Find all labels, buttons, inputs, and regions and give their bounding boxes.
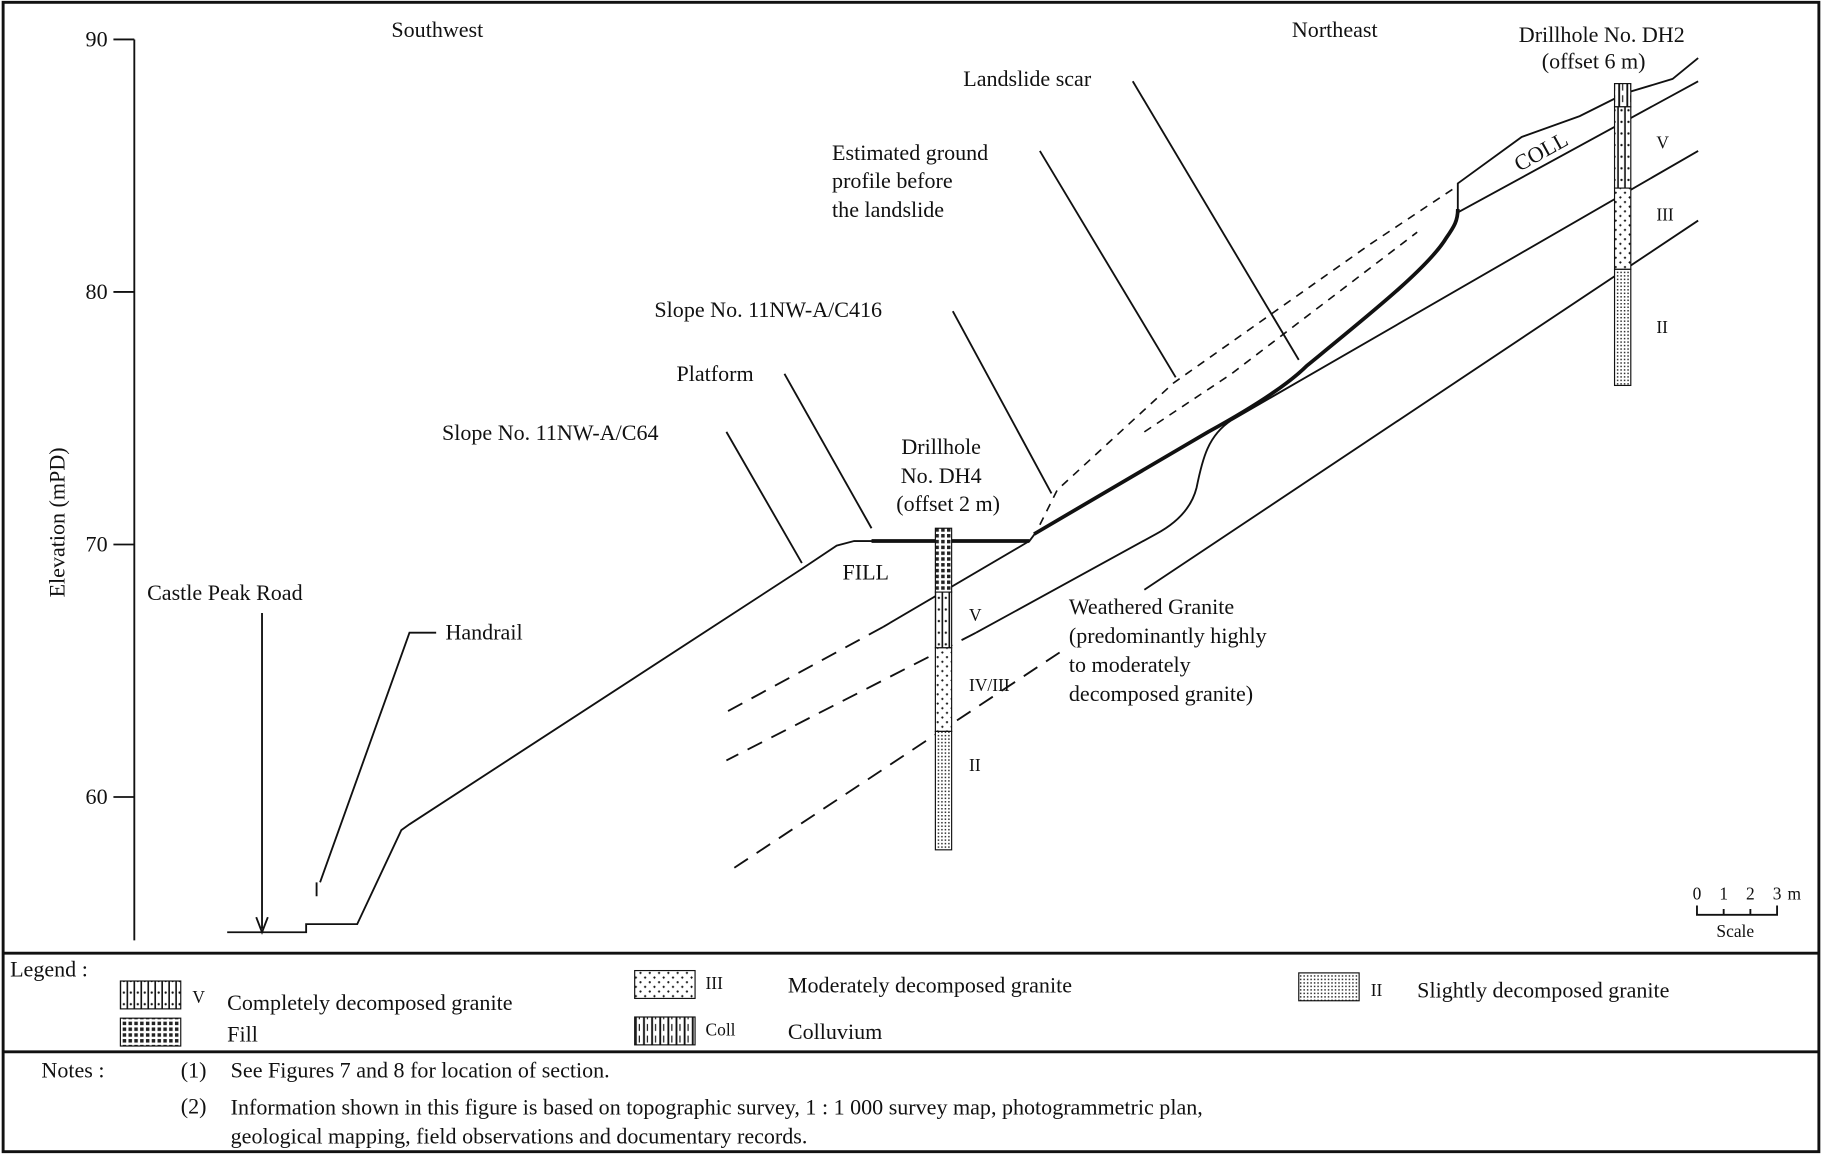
notes-title: Notes : <box>41 1057 104 1082</box>
zone-label: V <box>969 605 982 625</box>
leader <box>725 431 803 564</box>
leader <box>315 631 437 897</box>
leader <box>255 612 269 935</box>
core-iii <box>1613 187 1632 270</box>
label: Platform <box>676 361 753 386</box>
legend-code: III <box>706 973 724 993</box>
boundary <box>882 540 1030 628</box>
note-text: See Figures 7 and 8 for location of sect… <box>231 1057 610 1082</box>
estimated-profile <box>1039 185 1459 526</box>
boundary <box>975 150 1699 634</box>
leader <box>951 310 1053 494</box>
ground-profile <box>1456 57 1699 209</box>
core-v <box>934 591 953 649</box>
legend-title: Legend : <box>10 956 88 981</box>
direction: Northeast <box>1292 17 1378 42</box>
label: COLL <box>1510 126 1572 176</box>
label: Handrail <box>445 620 522 645</box>
boundary <box>729 651 1061 872</box>
label: Slope No. 11NW-A/C64 <box>442 420 659 445</box>
label: profile before <box>832 168 953 193</box>
legend-code: V <box>192 987 205 1007</box>
legend: Legend : V Completely decomposed granite… <box>10 956 1670 1047</box>
zone-label: II <box>969 755 981 775</box>
label: (offset 6 m) <box>1542 48 1646 73</box>
label: Castle Peak Road <box>147 580 303 605</box>
core-ii <box>1613 268 1632 387</box>
legend-code: Coll <box>706 1020 736 1040</box>
drillhole-dh2 <box>1613 83 1632 387</box>
label: (predominantly highly <box>1069 623 1267 648</box>
legend-name: Fill <box>227 1021 258 1046</box>
label: FILL <box>843 559 890 584</box>
scale-line <box>1696 905 1779 916</box>
legend-name: Completely decomposed granite <box>227 990 513 1015</box>
boundary <box>1143 219 1699 591</box>
axis: Elevation (mPD) 90 80 70 60 <box>45 26 136 941</box>
boundary <box>720 626 884 716</box>
direction: Southwest <box>391 17 483 42</box>
label: No. DH4 <box>901 463 982 488</box>
label: (offset 2 m) <box>896 491 1000 516</box>
legend-name: Slightly decomposed granite <box>1417 977 1669 1002</box>
note-number: (1) <box>181 1057 207 1082</box>
leader <box>783 373 873 529</box>
scale-unit: m <box>1788 884 1802 904</box>
scale-label: Scale <box>1716 921 1754 941</box>
legend-swatch <box>634 1016 696 1046</box>
label: Estimated ground <box>832 140 988 165</box>
tick-label: 80 <box>86 279 108 304</box>
boundary <box>725 631 977 762</box>
legend-swatch <box>634 969 696 1000</box>
core-iii <box>934 647 953 732</box>
ground-lines <box>227 57 1699 934</box>
label: to moderately <box>1069 652 1191 677</box>
note-text: geological mapping, field observations a… <box>231 1124 808 1149</box>
core-fill <box>934 527 953 593</box>
label: decomposed granite) <box>1069 681 1253 706</box>
labels: Castle Peak Road Handrail Slope No. 11NW… <box>147 22 1685 775</box>
tick-label: 90 <box>86 26 108 51</box>
leader <box>1039 150 1177 378</box>
label: Drillhole <box>901 434 981 459</box>
core-v <box>1613 106 1632 189</box>
label: the landslide <box>832 197 944 222</box>
zone-label: III <box>1656 205 1674 225</box>
note-text: Information shown in this figure is base… <box>231 1095 1203 1120</box>
notes: Notes : (1) See Figures 7 and 8 for loca… <box>41 1057 1202 1148</box>
tick-label: 60 <box>86 784 108 809</box>
scale-tick: 3 <box>1773 884 1782 904</box>
ground-profile <box>227 531 1038 934</box>
coll-base <box>1457 80 1699 214</box>
leader <box>1131 80 1300 361</box>
leaders <box>255 80 1300 935</box>
core-ii <box>934 730 953 851</box>
legend-name: Moderately decomposed granite <box>788 973 1072 998</box>
drillhole-dh4 <box>934 527 953 851</box>
note-number: (2) <box>181 1093 207 1118</box>
scale-tick: 1 <box>1719 884 1728 904</box>
scale-tick: 0 <box>1693 884 1702 904</box>
label: Drillhole No. DH2 <box>1519 22 1685 47</box>
label: Weathered Granite <box>1069 594 1235 619</box>
core-coll <box>1613 83 1632 108</box>
zone-label: IV/III <box>969 675 1010 695</box>
zone-label: II <box>1656 317 1668 337</box>
legend-name: Colluvium <box>788 1019 882 1044</box>
legend-swatch <box>119 980 182 1010</box>
legend-swatch <box>1298 972 1360 1002</box>
legend-swatch <box>119 1017 182 1047</box>
legend-code: II <box>1371 980 1383 1000</box>
label: Landslide scar <box>963 66 1092 91</box>
estimated-boundary <box>1143 231 1418 433</box>
tick-label: 70 <box>86 531 108 556</box>
scale-tick: 2 <box>1746 884 1755 904</box>
zone-label: V <box>1656 133 1669 153</box>
label: Slope No. 11NW-A/C416 <box>654 297 882 322</box>
axis-label: Elevation (mPD) <box>45 447 70 597</box>
